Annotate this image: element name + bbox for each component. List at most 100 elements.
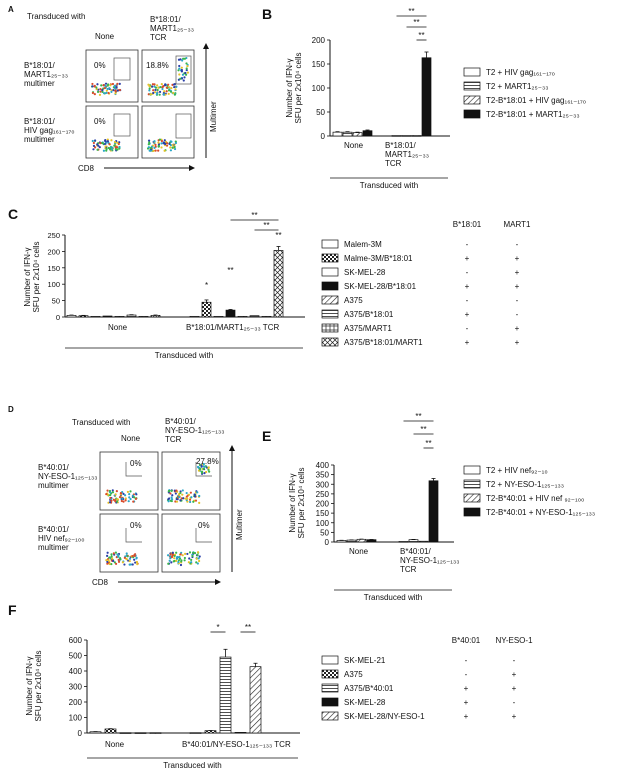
flow-event-dot [133, 496, 136, 499]
table-cell: + [464, 684, 469, 693]
flow-event-dot [109, 496, 112, 500]
table-cell: - [466, 268, 469, 277]
flow-event-dot [181, 493, 184, 496]
legend-swatch [321, 323, 339, 333]
table-cell: + [515, 338, 520, 347]
flow-event-dot [116, 498, 120, 501]
flow-event-dot [167, 92, 170, 95]
legend-swatch [463, 81, 481, 91]
bar [201, 301, 212, 318]
flow-event-dot [117, 142, 120, 146]
y-axis-title: Number of IFN-γSFU per 2x10⁴ cells [25, 650, 43, 721]
flow-event-dot [175, 551, 178, 554]
flow-event-dot [135, 493, 138, 496]
flow-event-dot [152, 89, 155, 92]
table-cell: - [466, 296, 469, 305]
flow-event-dot [95, 86, 98, 89]
y-tick-label: 150 [47, 264, 60, 273]
flow-event-dot [160, 146, 163, 149]
bar [237, 315, 248, 318]
flow-event-dot [114, 499, 117, 502]
column-header: None [121, 434, 141, 443]
column-header: B*18:01/MART1₂₅₋₃₃ TCR [150, 15, 194, 42]
flow-event-dot [178, 64, 181, 68]
table-cell: - [465, 656, 468, 665]
flow-event-dot [193, 552, 197, 555]
y-tick-label: 0 [56, 313, 60, 322]
flow-event-dot [128, 563, 131, 566]
legend-label: A375/B*40:01 [344, 684, 394, 693]
flow-event-dot [148, 84, 151, 88]
legend-label: Malem-3M [344, 240, 382, 249]
flow-event-dot [187, 561, 190, 564]
flow-event-dot [128, 496, 131, 499]
flow-event-dot [91, 91, 95, 95]
flow-event-dot [109, 491, 112, 494]
y-tick-label: 600 [69, 636, 83, 645]
legend-label: A375 [344, 296, 363, 305]
flow-event-dot [118, 556, 122, 560]
bar [336, 540, 347, 543]
flow-event-dot [107, 559, 110, 562]
flow-event-dot [203, 472, 206, 475]
y-tick-label: 150 [312, 60, 326, 69]
y-tick-label: 200 [47, 247, 60, 256]
flow-event-dot [93, 84, 96, 87]
flow-event-dot [156, 84, 159, 87]
bar [204, 730, 217, 734]
flow-event-dot [178, 555, 181, 559]
flow-event-dot [195, 561, 198, 564]
flow-event-dot [186, 497, 189, 500]
flow-event-dot [168, 559, 171, 562]
flow-event-dot [91, 139, 94, 143]
flow-event-dot [198, 463, 202, 466]
row-label: B*40:01/NY-ESO-1₁₂₅₋₁₃₃ multimer [38, 463, 98, 490]
flow-event-dot [151, 85, 154, 88]
flow-event-dot [114, 148, 117, 151]
flow-event-dot [183, 559, 186, 562]
y-tick-label: 0 [78, 729, 83, 738]
flow-event-dot [151, 83, 155, 86]
flow-event-dot [170, 499, 173, 503]
flow-event-dot [129, 490, 132, 493]
flow-event-dot [184, 552, 187, 555]
flow-event-dot [178, 67, 181, 70]
flow-event-dot [173, 557, 176, 560]
flow-event-dot [172, 83, 176, 86]
flow-event-dot [185, 68, 188, 72]
flow-event-dot [148, 149, 151, 152]
bar [346, 539, 357, 543]
flow-event-dot [173, 554, 176, 558]
table-cell: + [464, 712, 469, 721]
flow-event-dot [115, 490, 118, 493]
gate-corner [195, 528, 212, 543]
flow-event-dot [96, 83, 99, 86]
gate-corner [125, 528, 142, 543]
flow-event-dot [181, 489, 184, 492]
flow-event-dot [106, 554, 109, 557]
flow-event-dot [99, 142, 102, 145]
y-tick-label: 500 [69, 652, 83, 661]
table-header: NY-ESO-1 [495, 636, 533, 645]
x-axis-title: Transduced with [364, 593, 422, 602]
bar [66, 315, 77, 318]
flow-event-dot [179, 491, 182, 495]
legend-label: T2 + HIV gag₁₆₁₋₁₇₀ [486, 68, 555, 77]
gate-percentage: 0% [130, 459, 142, 468]
flow-event-dot [102, 92, 106, 95]
flow-event-dot [105, 147, 108, 151]
gate-box [175, 113, 192, 139]
flow-event-dot [185, 495, 188, 498]
flow-event-dot [182, 57, 185, 60]
flow-event-dot [111, 557, 114, 560]
flow-event-dot [171, 551, 174, 554]
flow-event-dot [109, 84, 112, 87]
flow-event-dot [106, 138, 109, 141]
flow-event-dot [118, 147, 121, 150]
flow-event-dot [196, 491, 199, 494]
flow-event-dot [172, 560, 175, 563]
bar [225, 309, 236, 318]
table-cell: + [515, 254, 520, 263]
flow-event-dot [104, 140, 107, 143]
flow-event-dot [174, 141, 178, 145]
